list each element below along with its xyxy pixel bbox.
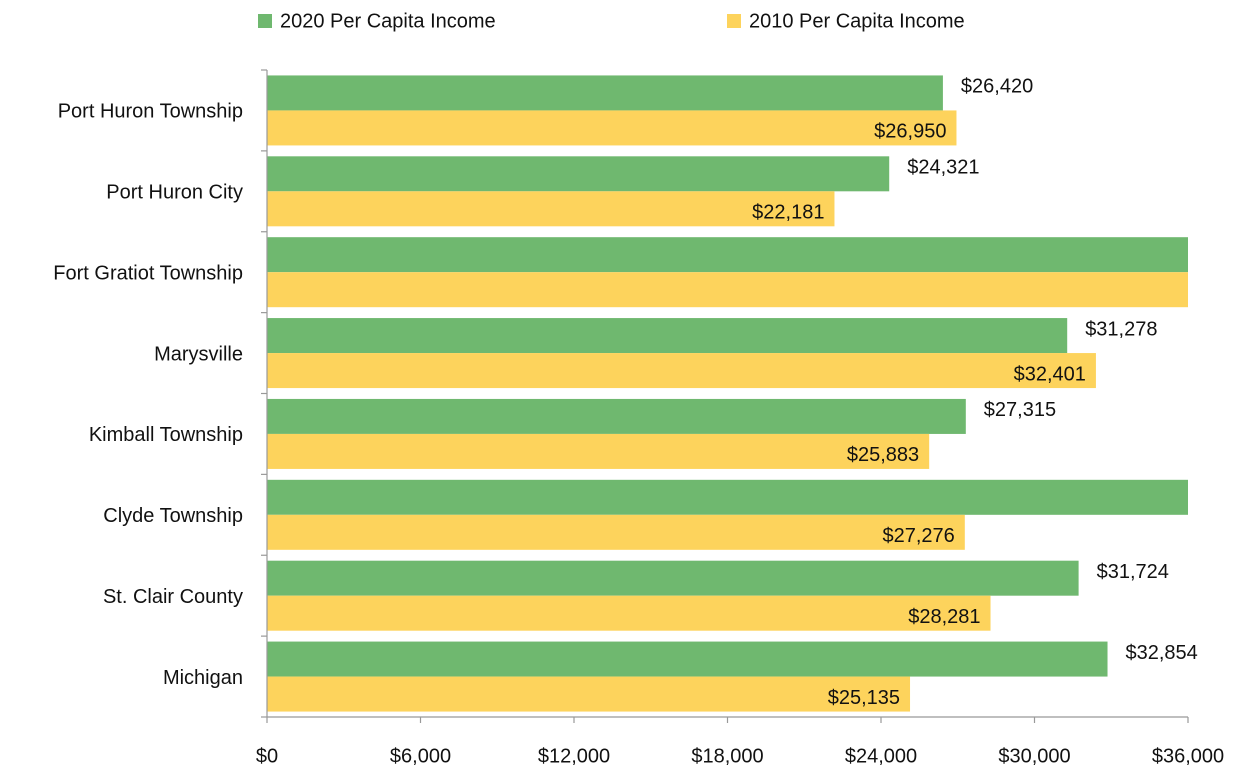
bar <box>267 318 1068 354</box>
value-label: $28,281 <box>908 606 980 628</box>
x-tick-label: $24,000 <box>845 745 917 767</box>
value-label: $25,135 <box>828 687 900 709</box>
bar <box>267 272 1188 308</box>
y-tick-label: Michigan <box>163 667 243 689</box>
y-tick-label: St. Clair County <box>103 586 243 608</box>
value-label: $27,276 <box>883 525 955 547</box>
y-tick-label: Port Huron Township <box>58 101 243 123</box>
value-label: $22,181 <box>752 202 824 224</box>
bar <box>267 110 957 146</box>
y-tick-label: Marysville <box>154 343 243 365</box>
bar <box>267 514 965 550</box>
y-tick-label: Clyde Township <box>103 505 243 527</box>
bar <box>267 237 1188 273</box>
y-tick-label: Fort Gratiot Township <box>53 262 243 284</box>
bar <box>267 560 1079 596</box>
bar <box>267 676 911 712</box>
y-tick-label: Port Huron City <box>106 182 243 204</box>
bar <box>267 479 1188 515</box>
x-tick-label: $6,000 <box>390 745 451 767</box>
value-label: $31,724 <box>1097 561 1169 583</box>
value-label: $26,420 <box>961 76 1033 98</box>
value-label: $32,401 <box>1014 363 1086 385</box>
legend-label: 2020 Per Capita Income <box>280 10 496 32</box>
x-tick-label: $12,000 <box>538 745 610 767</box>
value-label: $31,278 <box>1085 318 1157 340</box>
bar <box>267 641 1108 677</box>
x-tick-label: $30,000 <box>998 745 1070 767</box>
x-tick-label: $18,000 <box>691 745 763 767</box>
legend-swatch <box>727 14 741 28</box>
y-tick-label: Kimball Township <box>89 424 243 446</box>
value-label: $24,321 <box>907 157 979 179</box>
plot-area <box>267 75 1188 712</box>
value-label: $25,883 <box>847 444 919 466</box>
bar <box>267 398 966 434</box>
bar <box>267 433 930 469</box>
bar <box>267 191 835 227</box>
bar <box>267 595 991 631</box>
legend-swatch <box>258 14 272 28</box>
x-tick-label: $0 <box>256 745 278 767</box>
value-label: $32,854 <box>1126 642 1198 664</box>
x-tick-label: $36,000 <box>1152 745 1224 767</box>
bar <box>267 156 890 192</box>
value-label: $27,315 <box>984 399 1056 421</box>
legend-label: 2010 Per Capita Income <box>749 10 965 32</box>
bar <box>267 353 1096 389</box>
bar <box>267 75 943 111</box>
value-label: $26,950 <box>874 121 946 143</box>
